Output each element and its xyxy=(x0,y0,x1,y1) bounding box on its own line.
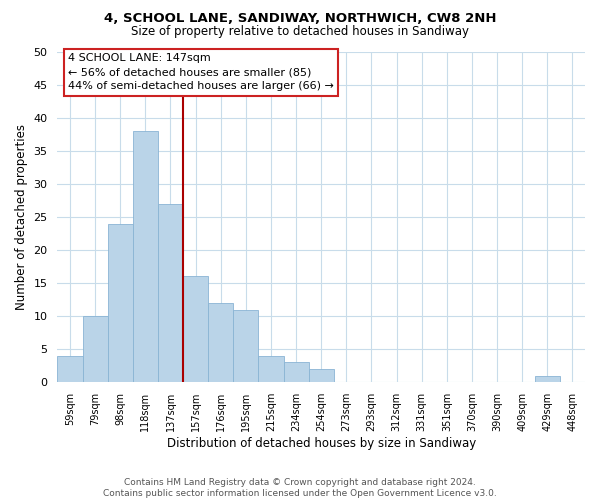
Bar xyxy=(233,310,259,382)
Text: 4, SCHOOL LANE, SANDIWAY, NORTHWICH, CW8 2NH: 4, SCHOOL LANE, SANDIWAY, NORTHWICH, CW8… xyxy=(104,12,496,26)
Bar xyxy=(158,204,183,382)
X-axis label: Distribution of detached houses by size in Sandiway: Distribution of detached houses by size … xyxy=(167,437,476,450)
Bar xyxy=(208,303,233,382)
Bar xyxy=(183,276,208,382)
Bar xyxy=(259,356,284,382)
Bar xyxy=(535,376,560,382)
Bar xyxy=(284,362,308,382)
Text: Contains HM Land Registry data © Crown copyright and database right 2024.
Contai: Contains HM Land Registry data © Crown c… xyxy=(103,478,497,498)
Bar xyxy=(308,369,334,382)
Bar xyxy=(58,356,83,382)
Y-axis label: Number of detached properties: Number of detached properties xyxy=(15,124,28,310)
Bar xyxy=(133,131,158,382)
Bar xyxy=(107,224,133,382)
Text: Size of property relative to detached houses in Sandiway: Size of property relative to detached ho… xyxy=(131,25,469,38)
Text: 4 SCHOOL LANE: 147sqm
← 56% of detached houses are smaller (85)
44% of semi-deta: 4 SCHOOL LANE: 147sqm ← 56% of detached … xyxy=(68,53,334,91)
Bar xyxy=(83,316,107,382)
